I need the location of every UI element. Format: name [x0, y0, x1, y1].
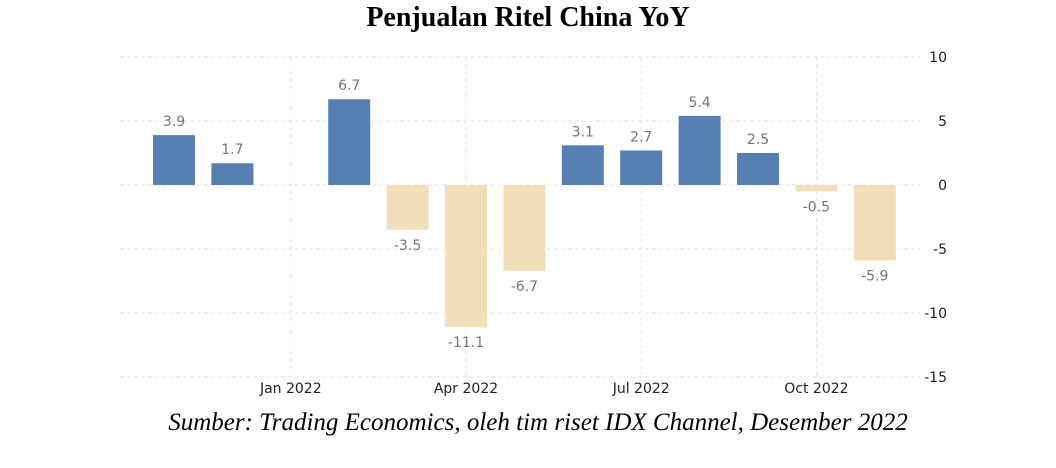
bar [445, 185, 487, 328]
data-label: 2.5 [747, 132, 769, 148]
data-label: -6.7 [511, 279, 538, 295]
chart-title: Penjualan Ritel China YoY [366, 2, 690, 33]
bar [561, 145, 604, 185]
y-tick-label: 5 [938, 114, 947, 130]
x-tick-label: Jan 2022 [259, 381, 322, 397]
bar [620, 150, 663, 185]
bar [678, 115, 721, 185]
bar [795, 185, 838, 192]
chart-source-note: Sumber: Trading Economics, oleh tim rise… [168, 409, 908, 436]
data-label: 5.4 [688, 95, 710, 111]
data-label: 3.1 [572, 124, 594, 140]
y-tick-label: 10 [929, 50, 947, 66]
bar [737, 153, 779, 185]
y-tick-label: 0 [938, 178, 947, 194]
data-label: -11.1 [448, 335, 484, 351]
x-tick-label: Oct 2022 [784, 381, 848, 397]
data-label: -3.5 [394, 238, 421, 254]
y-tick-label: -10 [924, 306, 947, 322]
data-label: -0.5 [803, 199, 830, 215]
bars-layer [153, 99, 896, 328]
data-labels-layer: 3.9 1.7 6.7 -3.5 -11.1 -6.7 3.1 2.7 5.4 2.5 -0.5 -5… [163, 78, 889, 351]
bar [386, 185, 429, 230]
data-label: 3.9 [163, 114, 185, 130]
x-axis-ticks: Jan 2022 Apr 2022 Jul 2022 Oct 2022 [259, 381, 849, 397]
bar [328, 99, 371, 185]
x-tick-label: Jul 2022 [612, 381, 670, 397]
bar [211, 163, 254, 185]
bar [503, 185, 546, 271]
y-tick-label: -15 [924, 370, 947, 386]
x-tick-label: Apr 2022 [434, 381, 498, 397]
data-label: 2.7 [630, 129, 652, 145]
y-tick-label: -5 [933, 242, 947, 258]
y-axis-ticks: 10 5 0 -5 -10 -15 [924, 50, 947, 386]
data-label: 6.7 [338, 78, 360, 94]
bar [853, 185, 896, 261]
data-label: 1.7 [221, 142, 243, 158]
data-label: -5.9 [861, 269, 888, 285]
bar [153, 135, 195, 185]
